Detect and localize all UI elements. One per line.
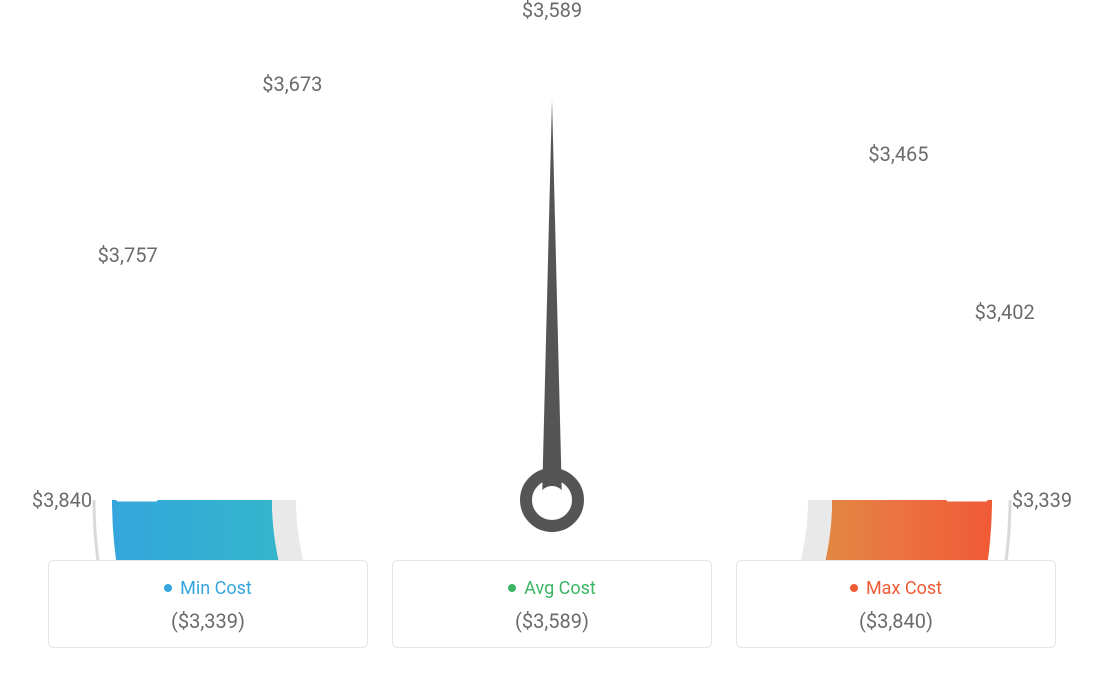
gauge-scale-label: $3,840 (32, 488, 92, 512)
legend-value-max: ($3,840) (737, 609, 1055, 633)
legend-title-avg: Avg Cost (508, 578, 596, 599)
legend-row: Min Cost ($3,339) Avg Cost ($3,589) Max … (0, 560, 1104, 648)
legend-label-min: Min Cost (180, 578, 252, 599)
legend-label-avg: Avg Cost (524, 578, 596, 599)
legend-card-avg: Avg Cost ($3,589) (392, 560, 712, 648)
gauge-scale-label: $3,402 (975, 300, 1035, 324)
gauge-svg (0, 0, 1104, 560)
legend-card-max: Max Cost ($3,840) (736, 560, 1056, 648)
legend-value-min: ($3,339) (49, 609, 367, 633)
gauge-scale-label: $3,589 (522, 0, 582, 22)
gauge-chart: $3,339 $3,402 $3,465 $3,589 $3,673 $3,757 $3,8… (0, 0, 1104, 560)
legend-dot-min (164, 584, 172, 592)
gauge-scale-label: $3,673 (262, 72, 322, 96)
legend-label-max: Max Cost (866, 578, 942, 599)
legend-title-min: Min Cost (164, 578, 252, 599)
gauge-scale-label: $3,757 (98, 243, 158, 267)
legend-value-avg: ($3,589) (393, 609, 711, 633)
gauge-scale-label: $3,465 (868, 142, 928, 166)
legend-dot-avg (508, 584, 516, 592)
gauge-scale-label: $3,339 (1012, 488, 1072, 512)
legend-title-max: Max Cost (850, 578, 942, 599)
legend-card-min: Min Cost ($3,339) (48, 560, 368, 648)
legend-dot-max (850, 584, 858, 592)
